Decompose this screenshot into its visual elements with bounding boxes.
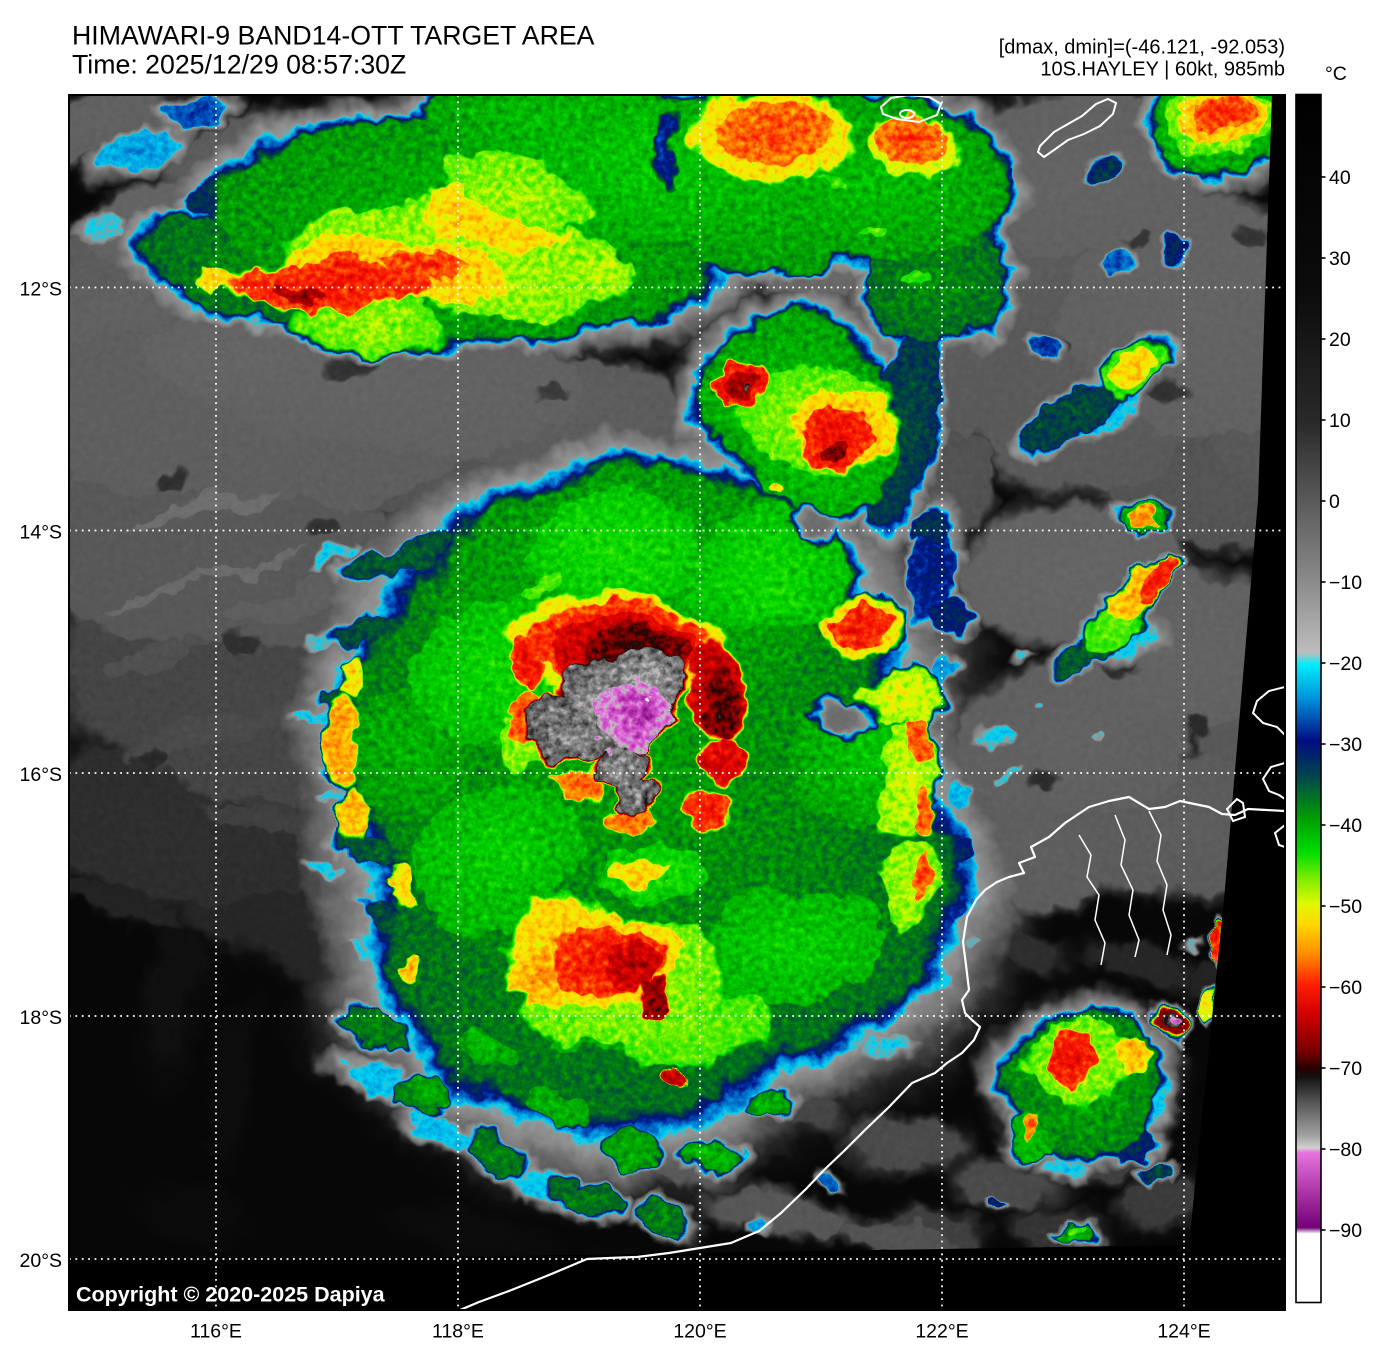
svg-text:°C: °C bbox=[1325, 63, 1347, 85]
svg-text:HIMAWARI-9 BAND14-OTT TARGET A: HIMAWARI-9 BAND14-OTT TARGET AREA bbox=[72, 21, 595, 51]
svg-text:10: 10 bbox=[1329, 410, 1351, 432]
svg-text:−10: −10 bbox=[1329, 572, 1362, 594]
svg-text:−60: −60 bbox=[1329, 977, 1362, 999]
svg-text:0: 0 bbox=[1329, 491, 1340, 513]
svg-text:18°S: 18°S bbox=[20, 1007, 63, 1029]
svg-text:−30: −30 bbox=[1329, 734, 1362, 756]
svg-text:124°E: 124°E bbox=[1157, 1321, 1210, 1343]
svg-text:−80: −80 bbox=[1329, 1139, 1362, 1161]
svg-text:20°S: 20°S bbox=[20, 1250, 63, 1272]
svg-text:16°S: 16°S bbox=[20, 764, 63, 786]
svg-text:30: 30 bbox=[1329, 248, 1351, 270]
svg-text:118°E: 118°E bbox=[432, 1321, 484, 1343]
svg-text:−50: −50 bbox=[1329, 896, 1362, 918]
svg-text:14°S: 14°S bbox=[20, 522, 63, 544]
svg-text:Time: 2025/12/29 08:57:30Z: Time: 2025/12/29 08:57:30Z bbox=[72, 50, 406, 80]
svg-text:Copyright © 2020-2025 Dapiya: Copyright © 2020-2025 Dapiya bbox=[76, 1283, 386, 1307]
svg-text:116°E: 116°E bbox=[190, 1321, 242, 1343]
svg-text:120°E: 120°E bbox=[673, 1321, 726, 1343]
svg-text:10S.HAYLEY | 60kt, 985mb: 10S.HAYLEY | 60kt, 985mb bbox=[1040, 59, 1285, 81]
svg-text:−70: −70 bbox=[1329, 1058, 1362, 1080]
svg-text:−90: −90 bbox=[1329, 1220, 1362, 1242]
svg-text:40: 40 bbox=[1329, 167, 1351, 189]
svg-text:−20: −20 bbox=[1329, 653, 1362, 675]
svg-text:20: 20 bbox=[1329, 329, 1351, 351]
svg-text:122°E: 122°E bbox=[915, 1321, 968, 1343]
svg-text:−40: −40 bbox=[1329, 815, 1362, 837]
svg-text:[dmax, dmin]=(-46.121, -92.053: [dmax, dmin]=(-46.121, -92.053) bbox=[999, 37, 1285, 59]
svg-text:12°S: 12°S bbox=[20, 279, 63, 301]
